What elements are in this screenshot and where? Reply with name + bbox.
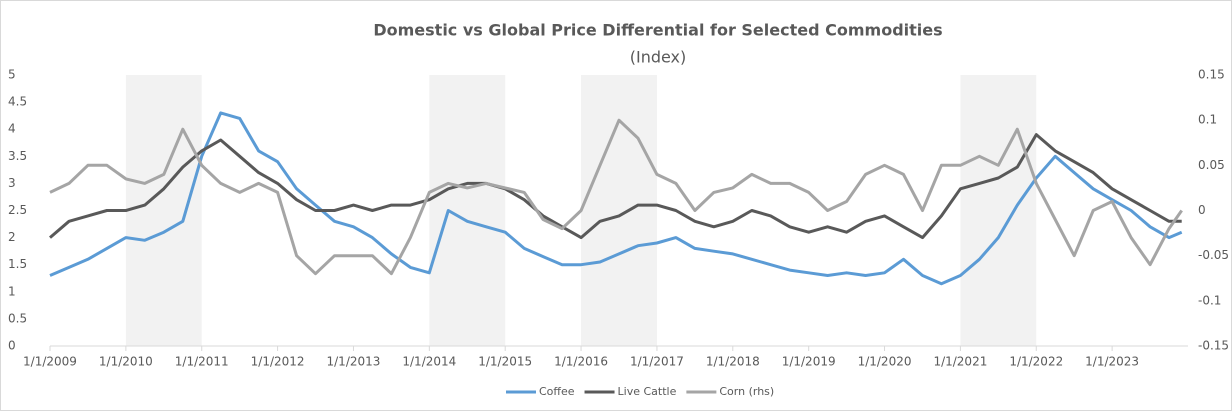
shaded-period <box>125 75 202 346</box>
shaded-period <box>429 75 506 346</box>
x-tick-label: 1/1/2016 <box>554 355 608 369</box>
x-tick-label: 1/1/2013 <box>327 355 381 369</box>
legend-label: Live Cattle <box>618 385 677 398</box>
axes-layer: 0 0.5 1 1.5 2 2.5 3 3.5 4 4.5 5 -0.15 -0.1 -0.05 0 0.05… <box>8 68 1229 369</box>
series-line <box>49 118 1183 276</box>
chart-title: Domestic vs Global Price Differential fo… <box>373 21 942 40</box>
y-tick-label: 4.5 <box>8 95 27 109</box>
y2-tick-label: -0.1 <box>1198 293 1221 307</box>
x-tick-label: 1/1/2011 <box>175 355 229 369</box>
y2-tick-label: 0.15 <box>1198 68 1225 82</box>
x-tick-label: 1/1/2015 <box>478 355 532 369</box>
y-tick-label: 2 <box>8 230 16 244</box>
x-tick-label: 1/1/2019 <box>782 355 836 369</box>
legend-label: Coffee <box>539 385 575 398</box>
y2-tick-label: 0.1 <box>1198 113 1217 127</box>
x-tick-label: 1/1/2020 <box>858 355 912 369</box>
y-tick-label: 1 <box>8 284 16 298</box>
x-tick-label: 1/1/2009 <box>23 355 77 369</box>
shading-layer <box>125 75 1037 346</box>
y2-tick-label: 0 <box>1198 203 1206 217</box>
y-tick-label: 5 <box>8 68 16 82</box>
lines-layer <box>49 111 1183 286</box>
y2-tick-label: -0.05 <box>1198 248 1229 262</box>
legend: Coffee Live Cattle Corn (rhs) <box>506 385 774 398</box>
legend-label: Corn (rhs) <box>719 385 774 398</box>
series-line <box>49 111 1183 286</box>
x-tick-label: 1/1/2010 <box>99 355 153 369</box>
x-tick-label: 1/1/2021 <box>933 355 987 369</box>
y-tick-label: 3.5 <box>8 149 27 163</box>
chart-subtitle: (Index) <box>630 48 687 67</box>
y2-tick-label: -0.15 <box>1198 339 1229 353</box>
y-tick-label: 3 <box>8 176 16 190</box>
x-tick-label: 1/1/2022 <box>1009 355 1063 369</box>
y-tick-label: 1.5 <box>8 257 27 271</box>
shaded-period <box>581 75 657 346</box>
x-tick-label: 1/1/2017 <box>630 355 684 369</box>
x-tick-label: 1/1/2012 <box>251 355 305 369</box>
y-tick-label: 0.5 <box>8 311 27 325</box>
y-tick-label: 2.5 <box>8 203 27 217</box>
shaded-period <box>960 75 1037 346</box>
y-tick-label: 4 <box>8 122 16 136</box>
y-tick-label: 0 <box>8 339 16 353</box>
x-tick-label: 1/1/2018 <box>706 355 760 369</box>
x-tick-label: 1/1/2014 <box>402 355 456 369</box>
series-line <box>49 133 1182 240</box>
x-tick-label: 1/1/2023 <box>1085 355 1139 369</box>
y2-tick-label: 0.05 <box>1198 158 1225 172</box>
